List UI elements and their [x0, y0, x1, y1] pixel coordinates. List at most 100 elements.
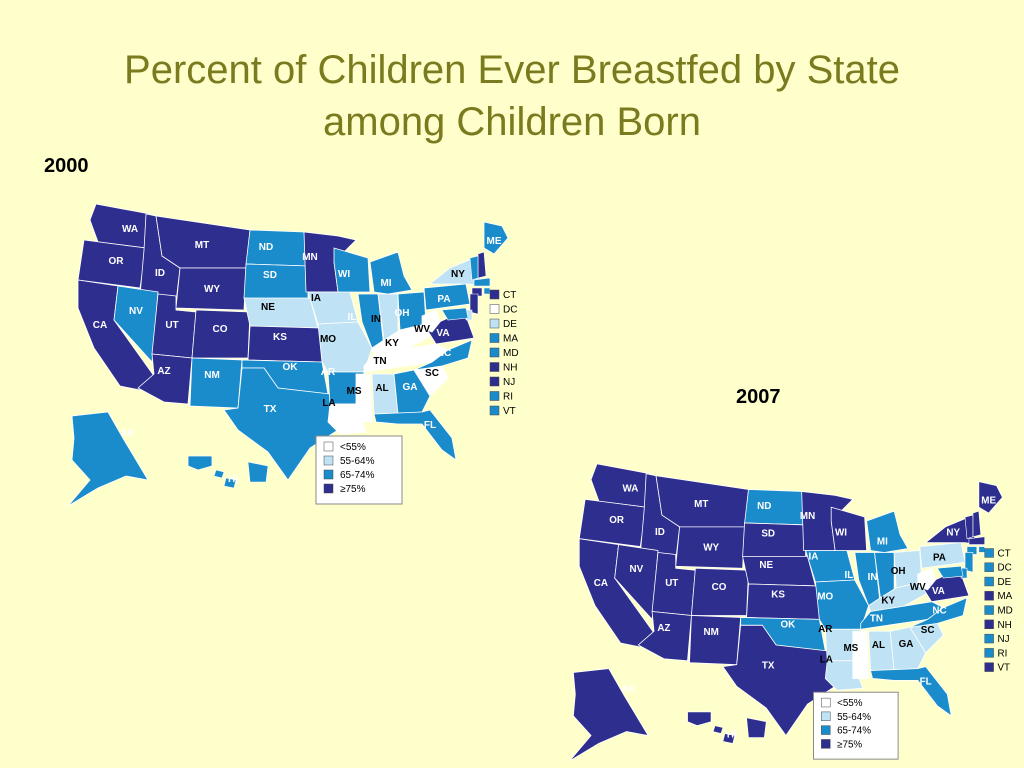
state-ms [852, 630, 869, 679]
state-label-fl: FL [920, 676, 932, 687]
state-or [77, 239, 147, 289]
state-label-ms: MS [843, 643, 858, 654]
state-label-ga: GA [403, 382, 418, 393]
state-nh-part [477, 251, 487, 279]
state-al [371, 373, 399, 415]
state-md-part [936, 565, 964, 579]
state-ne [243, 297, 319, 329]
state-label-sd: SD [263, 270, 277, 281]
state-label-sc: SC [921, 625, 935, 636]
small-state-label-ri: RI [998, 648, 1008, 659]
state-nv [113, 285, 159, 363]
state-label-wi: WI [835, 528, 847, 539]
state-label-co: CO [712, 582, 727, 593]
legend-label-c55_64: 55-64% [837, 712, 871, 723]
small-state-swatch-nh [489, 362, 500, 372]
state-label-ga: GA [899, 639, 914, 650]
state-label-nv: NV [630, 564, 644, 575]
small-state-swatch-de [984, 576, 994, 587]
state-label-or: OR [109, 256, 125, 267]
state-label-nm: NM [204, 370, 220, 381]
state-label-nc: NC [437, 348, 451, 359]
state-label-ky: KY [881, 596, 895, 607]
state-label-wv: WV [910, 582, 926, 593]
small-state-swatch-md [489, 347, 500, 358]
state-mo [815, 579, 870, 630]
state-label-ne: NE [759, 560, 773, 571]
small-state-swatch-dc [489, 304, 500, 314]
title-line-2: among Children Born [323, 100, 701, 144]
state-label-tn: TN [373, 356, 386, 367]
state-ma-part [968, 536, 986, 545]
state-label-hi: HI [228, 474, 238, 485]
state-label-ny: NY [946, 528, 960, 539]
state-label-fl: FL [424, 420, 436, 431]
legend-label-ge75: ≥75% [837, 739, 862, 750]
state-label-tx: TX [762, 661, 775, 672]
state-label-nm: NM [703, 627, 718, 638]
state-ak [67, 411, 149, 507]
state-label-ky: KY [385, 338, 399, 349]
state-label-al: AL [872, 640, 885, 651]
small-state-swatch-ma [489, 333, 500, 343]
state-hi-part [213, 469, 225, 479]
state-label-in: IN [371, 314, 381, 325]
state-nj-part [964, 552, 974, 573]
state-label-me: ME [487, 236, 502, 247]
legend-swatch-ge75 [821, 739, 831, 749]
legend-swatch-c55_64 [323, 455, 334, 466]
state-label-or: OR [609, 515, 624, 526]
state-label-mt: MT [694, 499, 708, 510]
state-label-sd: SD [761, 529, 775, 540]
state-hi [187, 455, 213, 471]
state-label-oh: OH [395, 308, 410, 319]
state-label-ia: IA [809, 551, 819, 562]
small-state-swatch-ri [984, 648, 994, 658]
state-label-ak: AK [121, 428, 136, 439]
state-label-nd: ND [757, 501, 771, 512]
state-label-wy: WY [204, 284, 220, 295]
state-label-ca: CA [594, 578, 608, 589]
small-state-label-nh: NH [503, 363, 517, 374]
legend-label-c65_74: 65-74% [340, 470, 375, 481]
state-label-hi: HI [727, 729, 737, 740]
legend-swatch-c65_74 [323, 469, 334, 480]
small-state-swatch-ma [984, 591, 994, 601]
state-label-ca: CA [93, 320, 107, 331]
small-state-swatch-ri [489, 391, 500, 401]
small-state-label-dc: DC [503, 305, 517, 316]
small-state-label-md: MD [503, 348, 519, 359]
small-state-label-nh: NH [998, 620, 1012, 631]
state-label-wv: WV [414, 324, 430, 335]
state-hi-part [712, 725, 724, 734]
small-state-swatch-ct [489, 289, 500, 300]
state-label-mi: MI [877, 537, 888, 548]
state-label-wa: WA [623, 483, 639, 494]
state-hi-part [247, 461, 269, 483]
state-label-nc: NC [932, 605, 946, 616]
state-nm [189, 357, 243, 409]
legend-swatch-ge75 [323, 483, 334, 494]
slide-title: Percent of Children Ever Breastfed by St… [0, 44, 1024, 148]
state-label-nd: ND [259, 242, 273, 253]
state-label-mn: MN [800, 511, 815, 522]
small-state-label-vt: VT [503, 406, 516, 417]
state-label-il: IL [348, 312, 357, 323]
state-nh-part [972, 510, 982, 538]
small-state-label-nj: NJ [998, 634, 1010, 645]
title-line-1: Percent of Children Ever Breastfed by St… [124, 48, 900, 92]
small-state-swatch-md [984, 605, 994, 615]
state-nm [689, 615, 742, 666]
state-label-va: VA [436, 328, 449, 339]
state-label-oh: OH [891, 566, 906, 577]
state-wa [89, 203, 151, 249]
legend-label-c55_64: 55-64% [340, 456, 375, 467]
state-label-az: AZ [157, 366, 170, 377]
small-state-swatch-nh [984, 619, 994, 629]
state-wi [830, 506, 868, 551]
state-label-il: IL [845, 570, 854, 581]
state-nd [245, 229, 309, 267]
state-label-mo: MO [817, 592, 833, 603]
state-label-az: AZ [657, 623, 670, 634]
state-label-wy: WY [703, 543, 719, 554]
